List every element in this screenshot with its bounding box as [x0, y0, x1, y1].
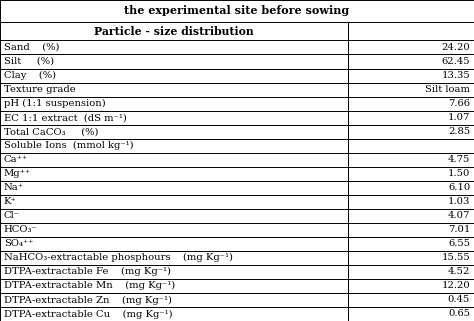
Text: pH (1:1 suspension): pH (1:1 suspension) — [4, 99, 106, 108]
Text: Sand    (%): Sand (%) — [4, 43, 59, 52]
Text: Clay    (%): Clay (%) — [4, 71, 56, 80]
Text: the experimental site before sowing: the experimental site before sowing — [124, 5, 350, 16]
Text: DTPA-extractable Cu    (mg Kg⁻¹): DTPA-extractable Cu (mg Kg⁻¹) — [4, 309, 173, 318]
Text: 62.45: 62.45 — [442, 57, 470, 66]
Text: Silt loam: Silt loam — [425, 85, 470, 94]
Text: Particle - size distribution: Particle - size distribution — [94, 26, 254, 37]
Text: 0.65: 0.65 — [448, 309, 470, 318]
Text: Silt     (%): Silt (%) — [4, 57, 54, 66]
Text: Na⁺: Na⁺ — [4, 183, 24, 192]
Text: 24.20: 24.20 — [441, 43, 470, 52]
Text: DTPA-extractable Mn    (mg Kg⁻¹): DTPA-extractable Mn (mg Kg⁻¹) — [4, 282, 175, 291]
Text: 7.01: 7.01 — [448, 225, 470, 234]
Text: Texture grade: Texture grade — [4, 85, 75, 94]
Text: 1.07: 1.07 — [448, 113, 470, 122]
Text: 1.50: 1.50 — [448, 169, 470, 178]
Text: 2.85: 2.85 — [448, 127, 470, 136]
Text: 7.66: 7.66 — [448, 99, 470, 108]
Text: 6.55: 6.55 — [448, 239, 470, 248]
Text: 13.35: 13.35 — [441, 71, 470, 80]
Text: DTPA-extractable Zn    (mg Kg⁻¹): DTPA-extractable Zn (mg Kg⁻¹) — [4, 295, 172, 305]
Text: K⁺: K⁺ — [4, 197, 17, 206]
Text: 15.55: 15.55 — [441, 253, 470, 262]
Text: HCO₃⁻: HCO₃⁻ — [4, 225, 37, 234]
Text: Soluble Ions  (mmol kg⁻¹): Soluble Ions (mmol kg⁻¹) — [4, 141, 133, 150]
Text: Ca⁺⁺: Ca⁺⁺ — [4, 155, 28, 164]
Text: 0.45: 0.45 — [448, 295, 470, 304]
Text: Mg⁺⁺: Mg⁺⁺ — [4, 169, 31, 178]
Text: 4.75: 4.75 — [448, 155, 470, 164]
Text: 6.10: 6.10 — [448, 183, 470, 192]
Text: 12.20: 12.20 — [441, 282, 470, 291]
Text: DTPA-extractable Fe    (mg Kg⁻¹): DTPA-extractable Fe (mg Kg⁻¹) — [4, 267, 171, 276]
Text: Cl⁻: Cl⁻ — [4, 211, 20, 220]
Text: Total CaCO₃     (%): Total CaCO₃ (%) — [4, 127, 98, 136]
Text: SO₄⁺⁺: SO₄⁺⁺ — [4, 239, 33, 248]
Text: 4.52: 4.52 — [448, 267, 470, 276]
Text: 4.07: 4.07 — [448, 211, 470, 220]
Text: 1.03: 1.03 — [448, 197, 470, 206]
Text: EC 1:1 extract  (dS m⁻¹): EC 1:1 extract (dS m⁻¹) — [4, 113, 127, 122]
Text: NaHCO₃-extractable phosphours    (mg Kg⁻¹): NaHCO₃-extractable phosphours (mg Kg⁻¹) — [4, 253, 233, 263]
